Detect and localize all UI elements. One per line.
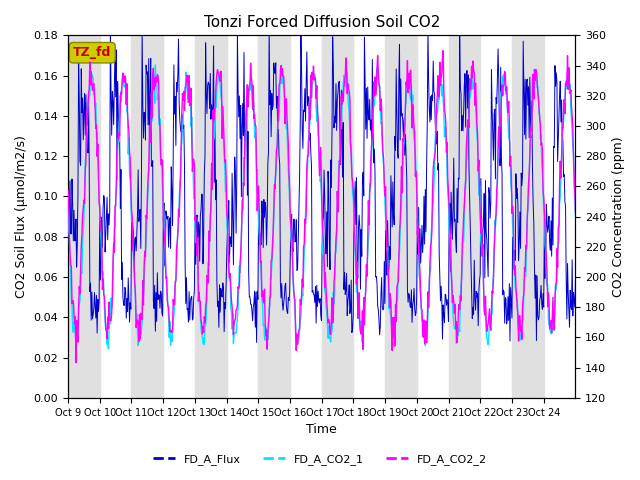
Bar (131, 36, 163, 398)
Legend: FD_A_Flux, FD_A_CO2_1, FD_A_CO2_2: FD_A_Flux, FD_A_CO2_1, FD_A_CO2_2 (148, 450, 492, 469)
Y-axis label: CO2 Concentration (ppm): CO2 Concentration (ppm) (612, 136, 625, 297)
Bar (449, 36, 481, 398)
Bar (322, 36, 353, 398)
Bar (259, 36, 290, 398)
Text: TZ_fd: TZ_fd (73, 46, 111, 59)
Bar (512, 36, 544, 398)
Bar (385, 36, 417, 398)
Title: Tonzi Forced Diffusion Soil CO2: Tonzi Forced Diffusion Soil CO2 (204, 15, 440, 30)
Bar (68, 36, 100, 398)
X-axis label: Time: Time (307, 423, 337, 436)
Y-axis label: CO2 Soil Flux (μmol/m2/s): CO2 Soil Flux (μmol/m2/s) (15, 135, 28, 298)
Bar (195, 36, 227, 398)
